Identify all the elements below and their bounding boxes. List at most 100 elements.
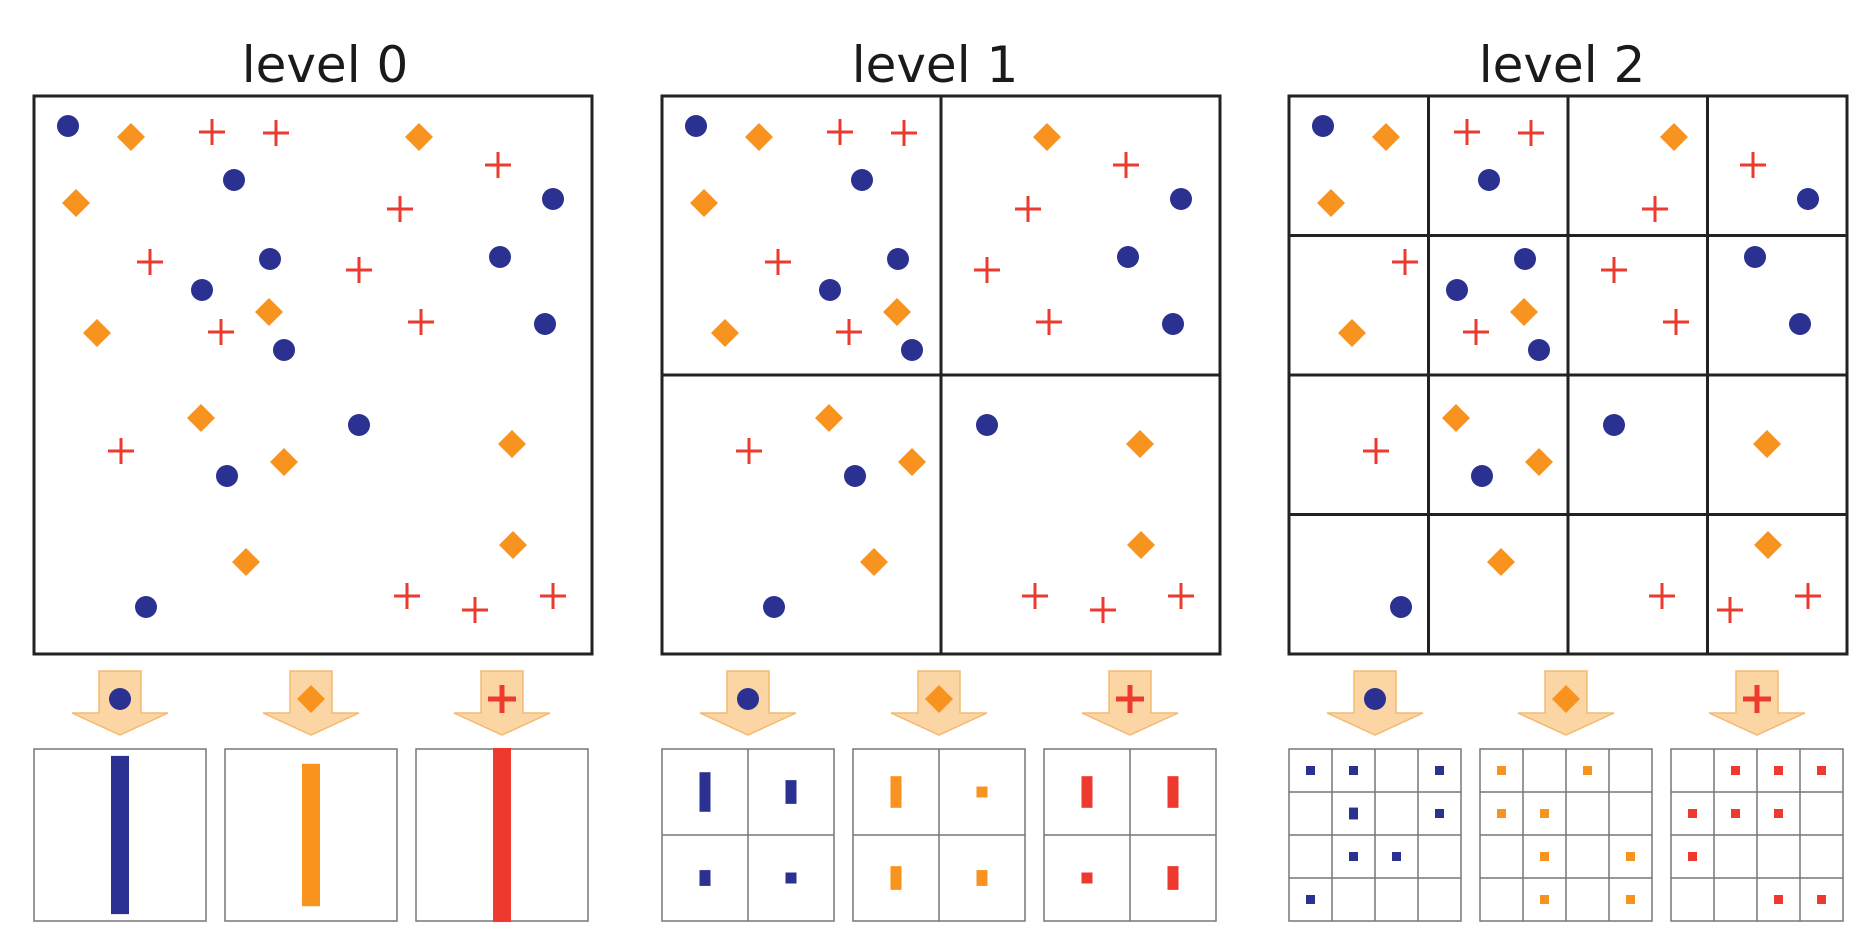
level-2-title: level 2	[1479, 36, 1646, 94]
diamond-icon	[883, 298, 911, 326]
down-arrow-icon	[1517, 670, 1615, 736]
histogram-bar	[1774, 895, 1783, 904]
plus-icon	[1015, 196, 1041, 222]
down-arrow-icon	[890, 670, 988, 736]
level-1-features	[685, 115, 1194, 623]
histogram-bar	[1688, 852, 1697, 861]
histogram-bar	[1540, 809, 1549, 818]
histogram-bar	[1392, 852, 1401, 861]
diamond-icon	[83, 319, 111, 347]
circle-icon	[1478, 169, 1500, 191]
diamond-icon	[1033, 123, 1061, 151]
histogram-bar	[890, 776, 902, 808]
histogram-bar	[1626, 895, 1635, 904]
histogram-bar	[699, 772, 711, 812]
histogram-bar	[1081, 872, 1093, 884]
circle-icon	[135, 596, 157, 618]
diamond-icon	[499, 531, 527, 559]
diamond-icon	[1487, 548, 1515, 576]
diamond-icon	[1525, 448, 1553, 476]
plus-icon	[736, 438, 762, 464]
circle-icon	[1603, 414, 1625, 436]
diamond-icon	[1754, 531, 1782, 559]
down-arrow-icon	[453, 670, 551, 736]
level-0-plus-histogram	[415, 747, 589, 923]
circle-icon	[191, 279, 213, 301]
plus-icon	[346, 257, 372, 283]
plus-icon	[891, 120, 917, 146]
level-1-plus-histogram	[1043, 748, 1217, 922]
histogram-bar	[1497, 809, 1506, 818]
diamond-icon	[711, 319, 739, 347]
histogram-bar	[1167, 776, 1179, 808]
circle-icon	[1471, 465, 1493, 487]
diamond-icon	[1442, 404, 1470, 432]
circle-icon	[109, 688, 131, 710]
plus-icon	[974, 257, 1000, 283]
histogram-bar	[976, 786, 988, 798]
plus-icon	[1392, 249, 1418, 275]
histogram-bar	[976, 870, 988, 886]
plus-icon	[1116, 685, 1144, 713]
circle-icon	[1789, 313, 1811, 335]
diamond-icon	[255, 298, 283, 326]
level-0-diamond-histogram	[224, 748, 398, 922]
histogram-bar	[785, 780, 797, 804]
diamond-icon	[1552, 685, 1580, 713]
plus-icon	[485, 152, 511, 178]
circle-icon	[216, 465, 238, 487]
circle-icon	[1312, 115, 1334, 137]
histogram-bar	[1167, 866, 1179, 890]
circle-icon	[1514, 248, 1536, 270]
diamond-icon	[815, 404, 843, 432]
level-0-title: level 0	[242, 36, 409, 94]
circle-icon	[1446, 279, 1468, 301]
diamond-icon	[1126, 430, 1154, 458]
level-0-features	[57, 115, 566, 623]
diamond-icon	[1127, 531, 1155, 559]
circle-icon	[1528, 339, 1550, 361]
histogram-bar	[890, 866, 902, 890]
plus-icon	[1454, 119, 1480, 145]
circle-icon	[348, 414, 370, 436]
plus-icon	[394, 583, 420, 609]
circle-icon	[901, 339, 923, 361]
diamond-icon	[925, 685, 953, 713]
diamond-icon	[1510, 298, 1538, 326]
histogram-bar	[1731, 809, 1740, 818]
level-0-circle-histogram	[33, 748, 207, 922]
plus-icon	[1518, 120, 1544, 146]
plus-icon	[836, 319, 862, 345]
circle-icon	[851, 169, 873, 191]
down-arrow-icon	[71, 670, 169, 736]
circle-icon	[763, 596, 785, 618]
plus-icon	[1463, 319, 1489, 345]
circle-icon	[223, 169, 245, 191]
histogram-bar	[1583, 766, 1592, 775]
circle-icon	[1390, 596, 1412, 618]
histogram-bar	[1774, 766, 1783, 775]
plus-icon	[488, 685, 516, 713]
circle-icon	[1744, 246, 1766, 268]
histogram-bar	[1349, 766, 1358, 775]
plus-icon	[387, 196, 413, 222]
plus-icon	[1090, 597, 1116, 623]
diamond-icon	[898, 448, 926, 476]
level-2-group	[1287, 94, 1849, 922]
plus-icon	[1649, 583, 1675, 609]
level-1-circle-histogram	[661, 748, 835, 922]
circle-icon	[1162, 313, 1184, 335]
circle-icon	[819, 279, 841, 301]
diamond-icon	[860, 548, 888, 576]
circle-icon	[1117, 246, 1139, 268]
histogram-bar	[1540, 895, 1549, 904]
diamond-icon	[745, 123, 773, 151]
level-2-plus-histogram	[1670, 748, 1844, 922]
down-arrow-icon	[1081, 670, 1179, 736]
histogram-bar	[1626, 852, 1635, 861]
circle-icon	[534, 313, 556, 335]
histogram-bar	[1081, 776, 1093, 808]
diamond-icon	[405, 123, 433, 151]
plus-icon	[1022, 583, 1048, 609]
plus-icon	[1036, 309, 1062, 335]
